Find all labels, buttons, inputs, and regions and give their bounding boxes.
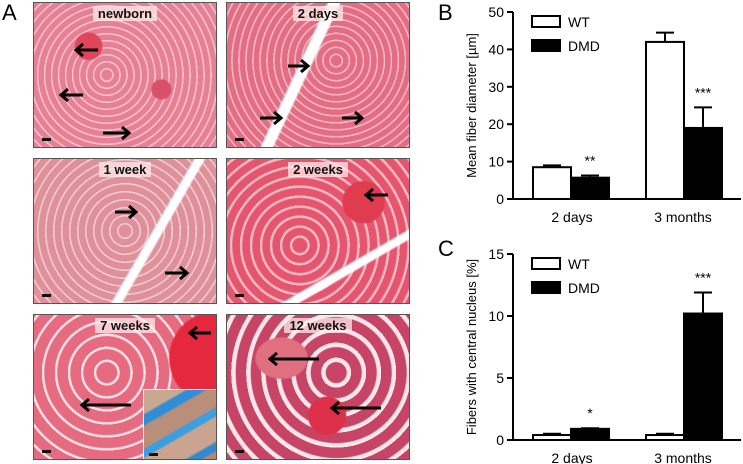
- scale-bar: [235, 450, 244, 453]
- arrow-icons: [58, 42, 132, 141]
- bar-dmd: [570, 176, 610, 201]
- y-tick-label: 20: [488, 116, 504, 132]
- micrograph-2-weeks: 2 weeks: [226, 158, 410, 304]
- arrow-icon: [288, 58, 311, 74]
- arrow-icon: [103, 125, 132, 141]
- scale-bar: [42, 138, 51, 141]
- bar-dmd: [683, 312, 723, 441]
- arrow-icons: [115, 204, 190, 281]
- legend-swatch-dmd: [531, 281, 561, 294]
- arrow-icons: [260, 58, 365, 126]
- timepoint-label: 2 days: [292, 6, 344, 21]
- arrow-icon: [260, 110, 284, 126]
- micrograph-7-weeks: 7 weeks: [33, 314, 217, 460]
- legend-swatch-dmd: [531, 39, 561, 52]
- arrow-icon: [187, 325, 211, 341]
- legend-swatch-wt: [531, 15, 561, 28]
- legend-swatch-wt: [531, 257, 561, 270]
- y-tick-label: 40: [488, 41, 504, 57]
- bar-wt: [645, 40, 685, 200]
- significance-marker: **: [585, 152, 596, 168]
- timepoint-label: 2 weeks: [288, 162, 348, 177]
- chart-b: 0 10 20 30 40 50 Mean fiber diameter [µm] 2 day…: [464, 4, 741, 225]
- arrow-icons: [363, 187, 388, 203]
- y-tick-label: 0: [496, 191, 504, 207]
- y-tick-label: 10: [488, 308, 504, 324]
- arrow-icons: [267, 351, 381, 416]
- chart-c: 0 5 10 15 Fibers with central nucleus [%] 2 d…: [464, 246, 741, 464]
- timepoint-label: 1 week: [98, 162, 152, 177]
- legend-label-wt: WT: [568, 256, 590, 272]
- y-tick-label: 15: [488, 246, 504, 262]
- panel-label-b: B: [438, 0, 453, 25]
- legend-label-wt: WT: [568, 14, 590, 30]
- legend-label-dmd: DMD: [568, 280, 600, 296]
- y-axis-label: Fibers with central nucleus [%]: [464, 259, 479, 435]
- arrow-icon: [329, 400, 381, 416]
- micrograph-newborn: newborn: [33, 2, 217, 148]
- micrograph-12-weeks: 12 weeks: [226, 314, 410, 460]
- x-tick-label: 2 days: [551, 450, 592, 464]
- micrograph-2-days: 2 days: [226, 2, 410, 148]
- micrograph-1-week: 1 week: [33, 158, 217, 304]
- bar-wt: [532, 434, 572, 441]
- scale-bar: [235, 138, 244, 141]
- arrow-icon: [58, 87, 83, 103]
- scale-bar: [42, 294, 51, 297]
- x-tick-label: 3 months: [654, 209, 712, 225]
- significance-marker: ***: [695, 269, 712, 285]
- y-tick-label: 10: [488, 154, 504, 170]
- bar-wt: [532, 166, 572, 201]
- y-tick-label: 0: [496, 432, 504, 448]
- timepoint-label: 7 weeks: [95, 318, 155, 333]
- arrow-icon: [165, 265, 190, 281]
- timepoint-label: 12 weeks: [284, 318, 352, 333]
- bar-wt: [645, 434, 685, 441]
- arrow-icon: [115, 204, 139, 220]
- y-tick-label: 50: [488, 4, 504, 20]
- arrow-icons: [79, 325, 211, 413]
- y-tick-label: 30: [488, 79, 504, 95]
- trichrome-inset: [143, 389, 216, 459]
- y-axis-label: Mean fiber diameter [µm]: [464, 33, 479, 178]
- arrow-icon: [79, 397, 131, 413]
- panel-label-a: A: [2, 0, 17, 25]
- timepoint-label: newborn: [92, 6, 158, 21]
- significance-marker: *: [587, 405, 593, 421]
- arrow-icon: [73, 42, 98, 58]
- arrow-icon: [267, 351, 319, 367]
- scale-bar: [235, 294, 244, 297]
- scale-bar: [42, 450, 51, 453]
- scale-bar: [149, 453, 158, 456]
- x-tick-label: 3 months: [654, 450, 712, 464]
- x-tick-label: 2 days: [551, 209, 592, 225]
- bar-dmd: [683, 126, 723, 200]
- arrow-icon: [363, 187, 388, 203]
- panel-label-c: C: [438, 236, 454, 261]
- significance-marker: ***: [695, 84, 712, 100]
- y-tick-label: 5: [496, 370, 504, 386]
- bar-dmd: [570, 427, 610, 441]
- arrow-icon: [342, 110, 365, 126]
- legend-label-dmd: DMD: [568, 38, 600, 54]
